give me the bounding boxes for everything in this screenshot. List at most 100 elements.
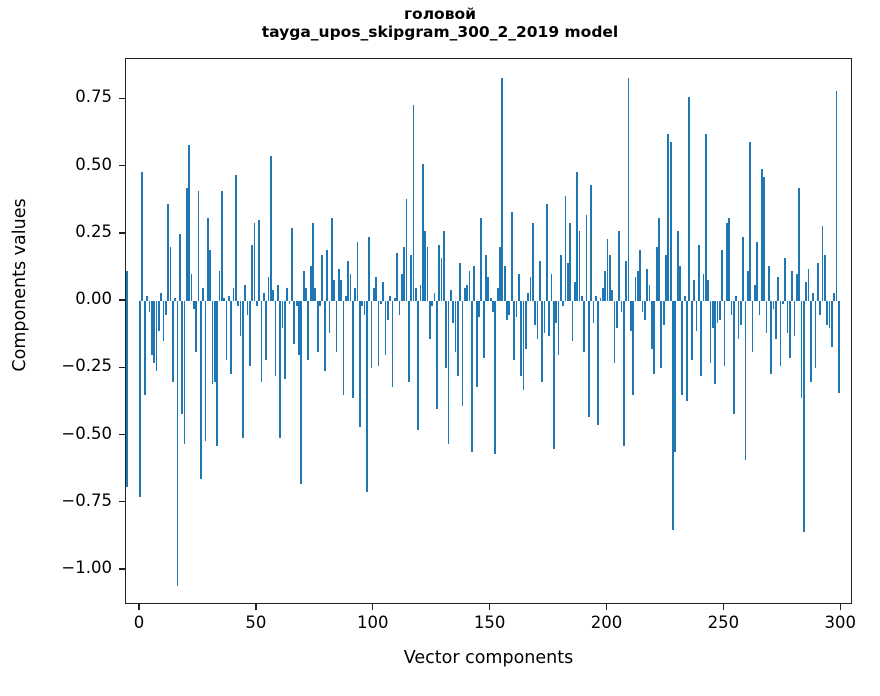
bar: [185, 188, 188, 302]
bar: [223, 298, 226, 302]
bar: [789, 301, 791, 358]
bar: [796, 274, 798, 302]
bar: [272, 290, 275, 302]
bar: [251, 244, 254, 302]
bar: [139, 301, 141, 498]
x-tick-mark: [605, 604, 608, 610]
bar-series: [126, 59, 851, 603]
bar: [779, 301, 782, 366]
bar: [807, 268, 810, 302]
bar: [742, 236, 744, 302]
bar: [735, 295, 737, 302]
bar: [335, 301, 338, 353]
bar: [725, 223, 728, 302]
bar: [370, 301, 373, 369]
bar: [431, 301, 434, 307]
bar: [447, 301, 450, 444]
bar: [534, 301, 536, 326]
bar: [300, 301, 303, 484]
bar: [594, 295, 597, 302]
chart-title-line-1: головой: [403, 5, 477, 23]
bar: [471, 301, 473, 452]
bar: [279, 301, 282, 439]
bar: [195, 301, 197, 353]
bar: [162, 301, 165, 342]
bar: [730, 301, 733, 315]
bar: [258, 220, 261, 302]
bar: [646, 268, 649, 302]
bar: [744, 301, 747, 460]
bar: [293, 301, 296, 345]
x-tick-label: 100: [357, 613, 389, 632]
bar: [475, 301, 478, 388]
bar: [263, 293, 265, 302]
bar: [157, 301, 160, 331]
bar: [522, 301, 525, 390]
bar: [716, 301, 719, 323]
bar: [478, 301, 480, 318]
bar: [274, 301, 277, 377]
y-tick-label: 0.75: [75, 87, 112, 107]
bar: [772, 301, 775, 310]
bar: [244, 284, 247, 302]
bar: [695, 301, 698, 331]
bar: [457, 301, 459, 377]
bar: [253, 223, 256, 302]
bar: [812, 293, 815, 302]
bar: [805, 282, 808, 302]
bar: [176, 301, 179, 587]
bar: [777, 276, 780, 302]
bar: [800, 301, 803, 398]
bar: [513, 301, 515, 361]
y-tick-label: −0.75: [61, 490, 112, 510]
bar: [833, 293, 836, 302]
bar: [284, 301, 286, 380]
bar: [155, 301, 158, 371]
bar: [583, 301, 586, 353]
bar: [679, 266, 681, 302]
bar: [454, 301, 457, 353]
bar: [393, 298, 396, 302]
bar: [440, 258, 443, 302]
bar: [683, 295, 686, 302]
bar: [249, 301, 251, 366]
x-tick-label: 0: [133, 613, 145, 632]
y-tick-mark: [119, 299, 125, 301]
x-tick-mark: [488, 604, 491, 610]
bar: [188, 145, 190, 302]
x-tick-label: 200: [590, 613, 623, 632]
y-tick-mark: [119, 433, 125, 436]
bar: [798, 188, 801, 302]
bar: [126, 271, 128, 302]
bar: [641, 301, 644, 312]
bar: [169, 247, 172, 302]
bar: [681, 301, 684, 396]
bar: [623, 301, 625, 447]
bar: [295, 301, 298, 307]
bar: [543, 301, 546, 334]
bar: [531, 223, 534, 302]
bar: [557, 301, 560, 355]
bar: [349, 274, 352, 302]
bar: [501, 77, 504, 302]
bar: [398, 301, 401, 315]
bar: [347, 260, 349, 302]
bar: [541, 301, 543, 382]
bar: [667, 134, 670, 302]
bar: [305, 287, 307, 302]
bar: [520, 301, 522, 377]
bar: [218, 271, 221, 302]
bar: [746, 271, 749, 302]
bar: [426, 247, 429, 302]
bar: [375, 276, 377, 302]
bar: [204, 301, 207, 441]
bar: [662, 301, 665, 326]
y-tick-label: −0.25: [61, 356, 112, 376]
bar: [627, 77, 630, 302]
bar: [265, 301, 268, 361]
bar: [791, 271, 794, 302]
bar: [545, 204, 548, 302]
bar: [407, 301, 410, 382]
plot-area: [125, 58, 852, 604]
